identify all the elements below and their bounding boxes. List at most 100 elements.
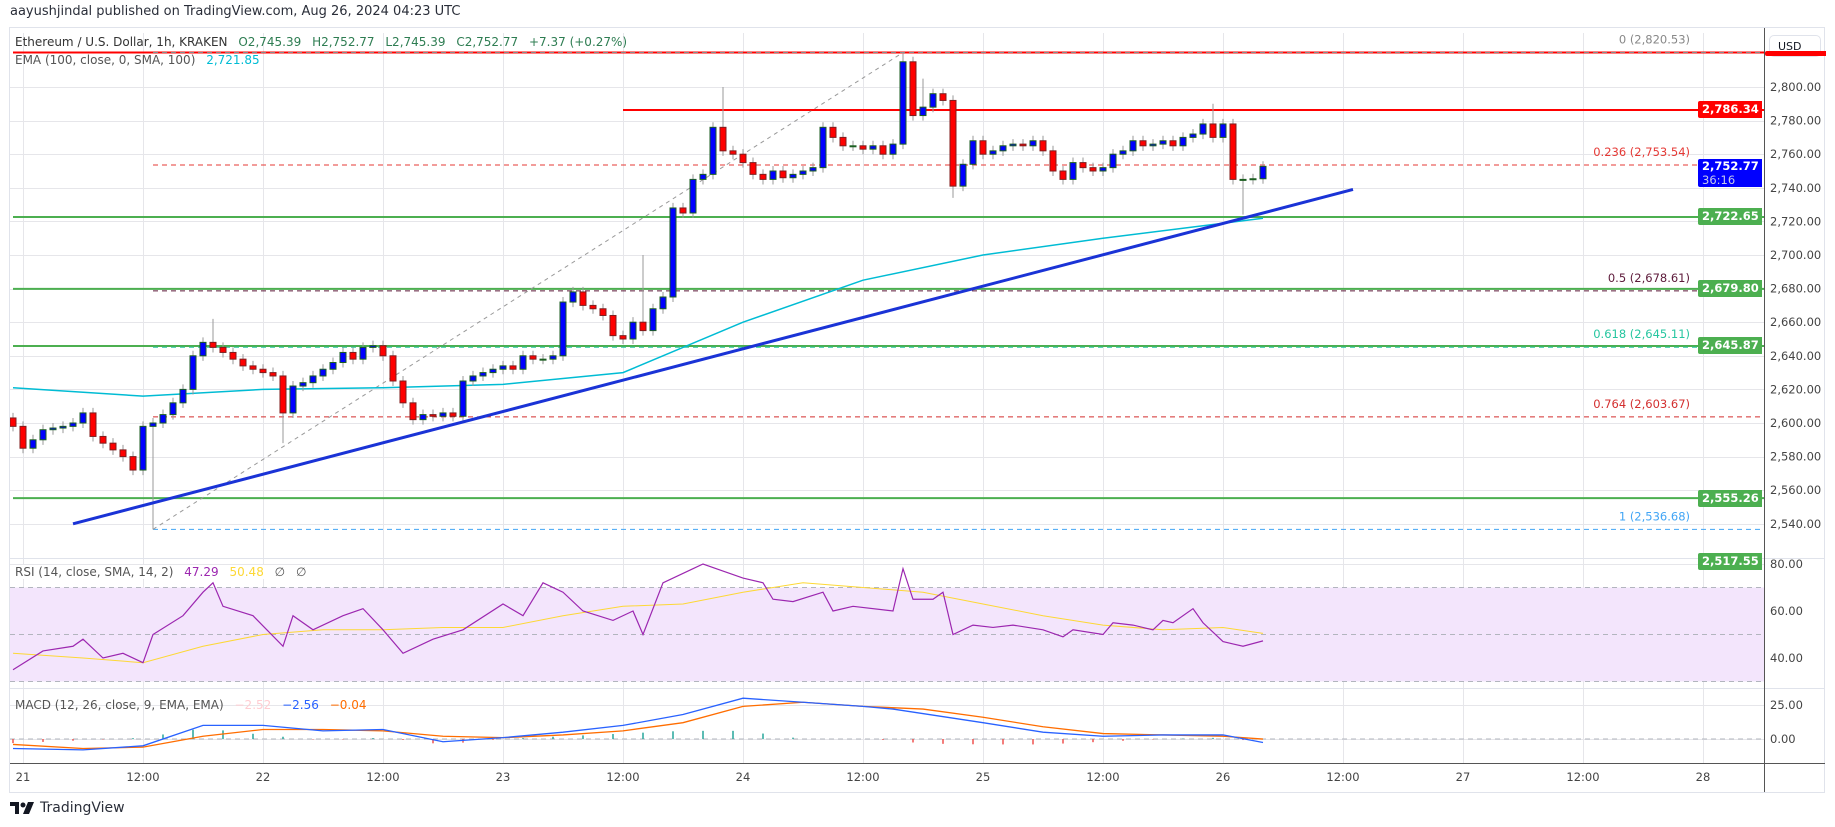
candle-body-down xyxy=(89,412,97,437)
time-axis-tick: 25 xyxy=(976,770,991,784)
candle xyxy=(539,354,547,365)
candle-body-up xyxy=(929,93,937,108)
macd-legend[interactable]: MACD (12, 26, close, 9, EMA, EMA) −2.52 … xyxy=(15,698,374,712)
candle xyxy=(799,165,807,180)
candle-body-up xyxy=(689,178,697,214)
candle xyxy=(149,417,157,530)
candle xyxy=(719,87,727,156)
rsi-sma-value: 50.48 xyxy=(229,565,264,579)
candle xyxy=(49,423,57,435)
candle xyxy=(1209,103,1217,143)
candle xyxy=(889,139,897,160)
price-level-badge: 2,722.65 xyxy=(1698,208,1762,226)
fib-level-label: 0 (2,820.53) xyxy=(1619,33,1690,47)
candle xyxy=(459,375,467,422)
candle-body-up xyxy=(1219,123,1227,138)
candle-body-down xyxy=(249,365,257,370)
candle-body-down xyxy=(759,173,767,180)
candle xyxy=(449,407,457,422)
candle xyxy=(599,303,607,321)
close-value: C2,752.77 xyxy=(456,35,519,49)
candle-body-down xyxy=(109,442,117,451)
candle xyxy=(739,149,747,168)
rsi-value: 47.29 xyxy=(184,565,219,579)
last-price-label: 2,752.77 xyxy=(1702,159,1759,174)
candle xyxy=(59,421,67,434)
currency-button[interactable]: USD xyxy=(1769,35,1821,57)
rsi-extra-2: ∅ xyxy=(295,565,307,579)
candle-body-down xyxy=(229,351,237,360)
candle xyxy=(239,354,247,371)
candle-body-down xyxy=(749,162,757,175)
candle-body-down xyxy=(10,417,17,427)
time-axis-tick: 26 xyxy=(1216,770,1231,784)
ema-legend[interactable]: EMA (100, close, 0, SMA, 100) 2,721.85 xyxy=(15,53,267,67)
candle-body-down xyxy=(259,368,267,374)
candle-body-up xyxy=(1009,143,1017,147)
candle xyxy=(479,367,487,381)
time-axis-tick: 21 xyxy=(16,770,31,784)
candle-body-down xyxy=(209,341,217,348)
rsi-axis-tick: 80.00 xyxy=(1770,557,1803,571)
candle-body-up xyxy=(789,173,797,179)
candle xyxy=(749,157,757,180)
rsi-axis-tick: 60.00 xyxy=(1770,604,1803,618)
candle-body-down xyxy=(909,61,917,117)
candle-body-down xyxy=(239,358,247,367)
symbol-label[interactable]: Ethereum / U.S. Dollar, 1h, KRAKEN xyxy=(15,35,228,49)
price-axis-tick: 2,540.00 xyxy=(1770,517,1821,531)
candle-body-up xyxy=(69,422,77,427)
candle xyxy=(1119,145,1127,160)
candle xyxy=(1019,139,1027,151)
candle xyxy=(879,140,887,160)
candle-body-down xyxy=(829,126,837,138)
candle-body-up xyxy=(309,375,317,384)
candle-body-down xyxy=(679,207,687,214)
candle xyxy=(1189,129,1197,143)
candle-body-down xyxy=(1229,123,1237,180)
candle-body-down xyxy=(279,375,287,414)
candle-body-up xyxy=(1069,162,1077,180)
candle xyxy=(139,421,147,476)
candle xyxy=(39,424,47,445)
macd-label: MACD (12, 26, close, 9, EMA, EMA) xyxy=(15,698,224,712)
candle xyxy=(29,434,37,454)
candle-body-up xyxy=(139,425,147,471)
rsi-legend[interactable]: RSI (14, close, SMA, 14, 2) 47.29 50.48 … xyxy=(15,565,318,579)
candle xyxy=(399,375,407,408)
candle-body-up xyxy=(799,170,807,175)
candle xyxy=(19,421,27,454)
main-legend: Ethereum / U.S. Dollar, 1h, KRAKEN O2,74… xyxy=(15,35,634,49)
candle-body-down xyxy=(379,345,387,357)
candle xyxy=(249,360,257,375)
candle-body-up xyxy=(1189,133,1197,138)
candle-body-down xyxy=(779,170,787,179)
candle xyxy=(609,310,617,341)
candle xyxy=(1179,132,1187,151)
candle xyxy=(729,145,737,160)
rsi-extra-1: ∅ xyxy=(274,565,286,579)
candle xyxy=(899,52,907,150)
candle xyxy=(209,318,217,353)
candle-body-up xyxy=(889,143,897,155)
candle xyxy=(499,360,507,375)
candle xyxy=(1219,118,1227,143)
candle xyxy=(1249,173,1257,185)
candle xyxy=(519,350,527,375)
candle-body-up xyxy=(569,291,577,303)
candle-body-up xyxy=(1249,178,1257,181)
candle-body-up xyxy=(1159,140,1167,145)
candle-body-up xyxy=(699,173,707,180)
rsi-label: RSI (14, close, SMA, 14, 2) xyxy=(15,565,174,579)
top-level-marker xyxy=(1765,50,1826,56)
candle xyxy=(809,162,817,177)
candle xyxy=(699,169,707,185)
candle-body-down xyxy=(219,346,227,353)
candle xyxy=(279,370,287,444)
candle xyxy=(669,202,677,303)
candle xyxy=(359,342,367,365)
price-axis-tick: 2,640.00 xyxy=(1770,349,1821,363)
candle-body-down xyxy=(949,99,957,187)
macd-axis-tick: 0.00 xyxy=(1770,732,1796,746)
